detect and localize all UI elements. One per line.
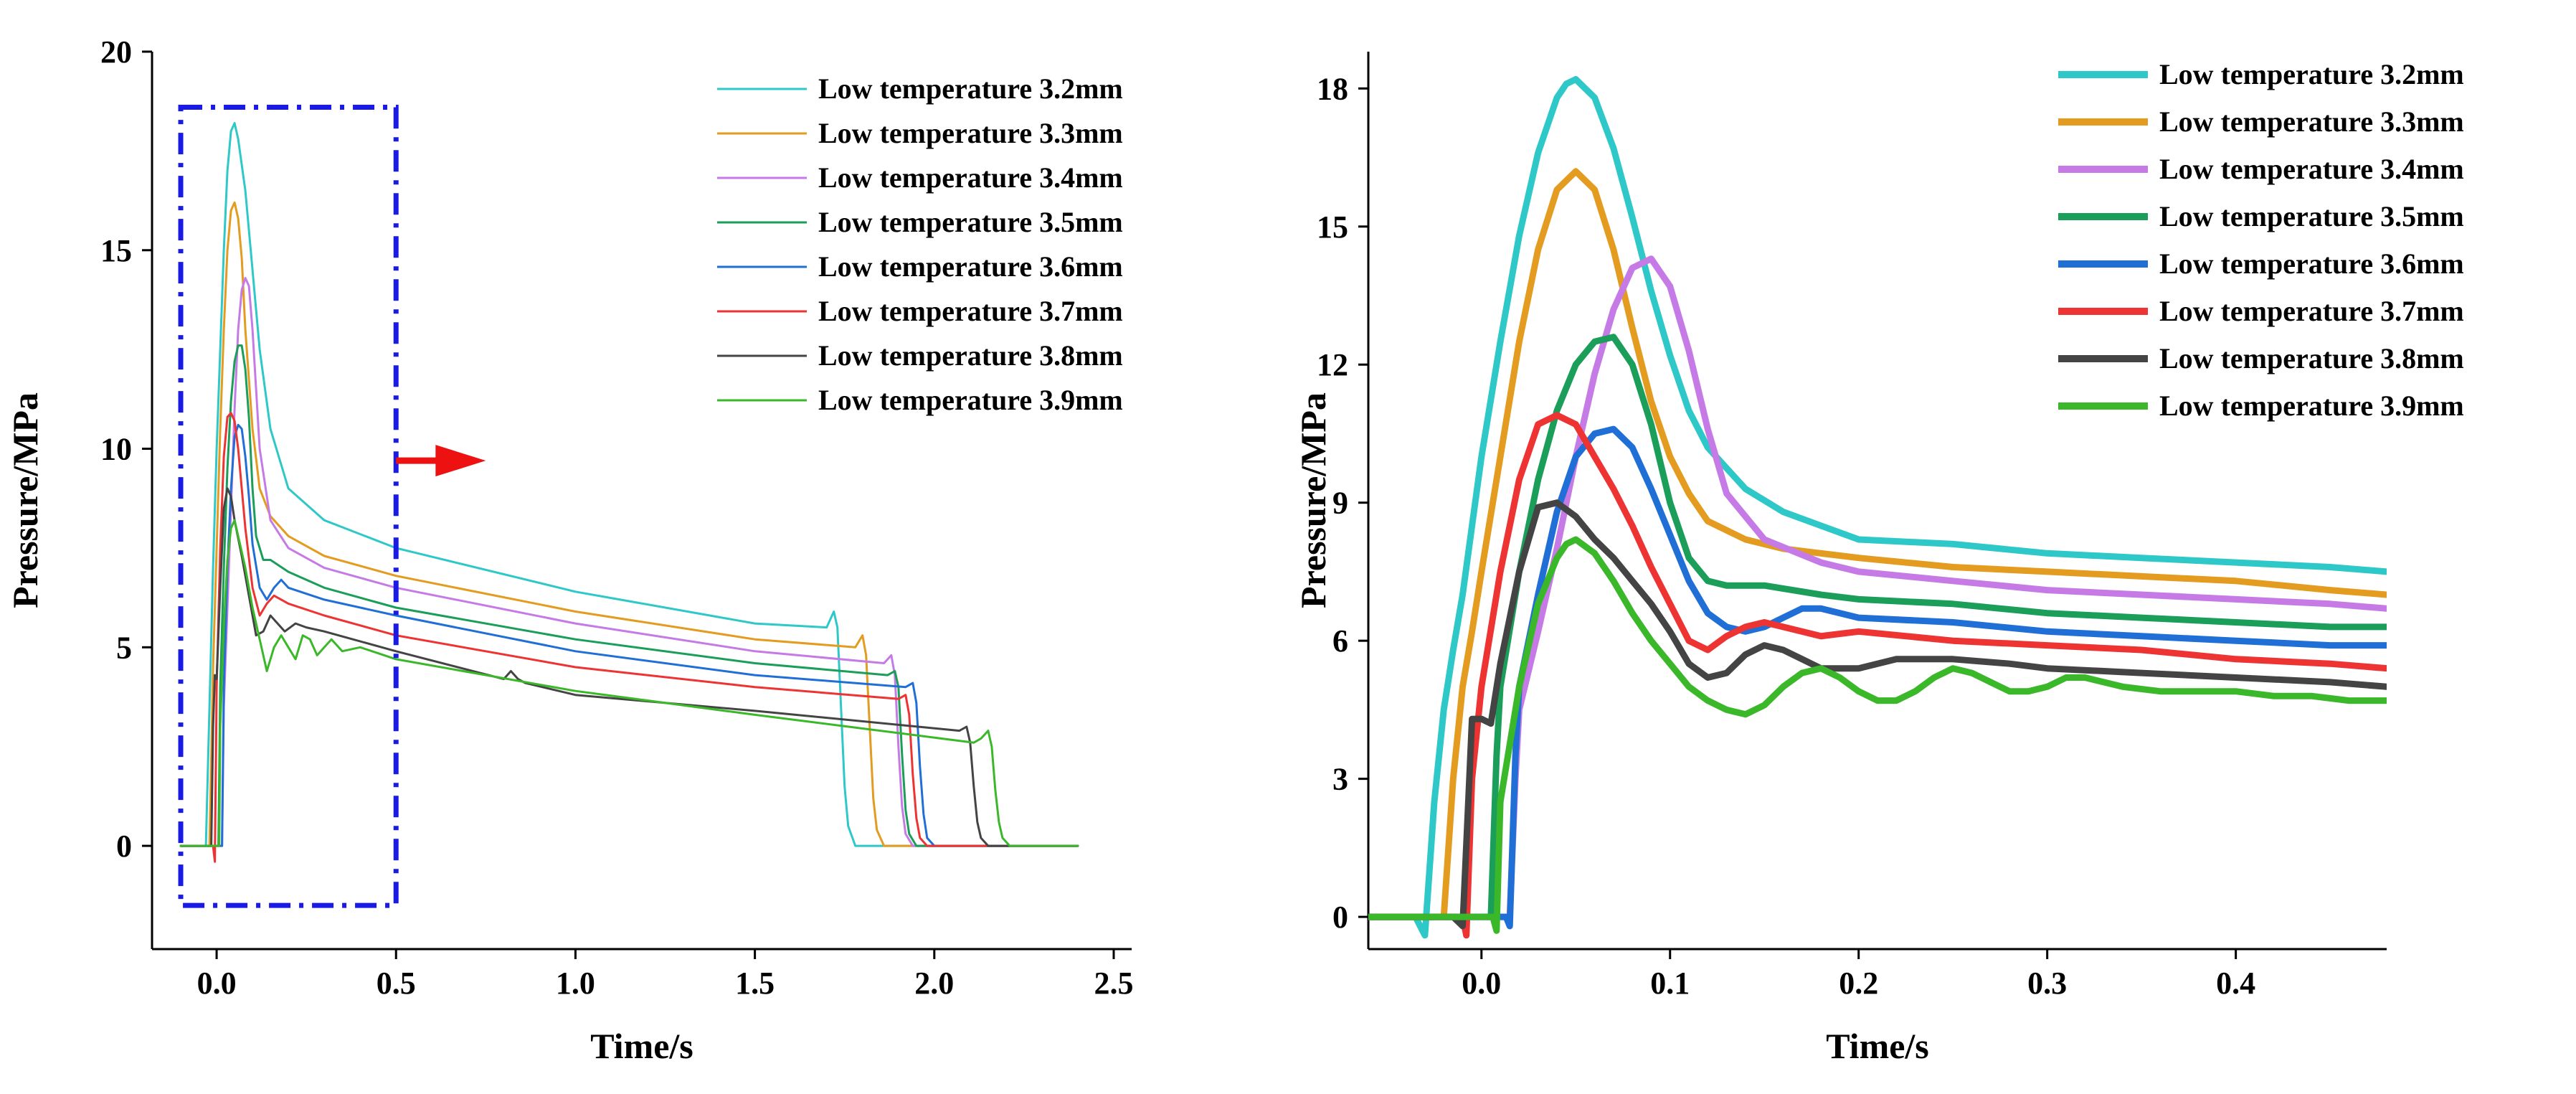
right-legend-label: Low temperature 3.9mm xyxy=(2159,390,2464,422)
left-x-tick-label: 1.5 xyxy=(735,966,775,1001)
right-x-tick-label: 0.0 xyxy=(1462,966,1501,1001)
left-x-tick-label: 2.5 xyxy=(1094,966,1133,1001)
left-x-tick-label: 1.0 xyxy=(556,966,595,1001)
right-series-line-5 xyxy=(1368,412,2387,939)
right-legend-label: Low temperature 3.7mm xyxy=(2159,295,2464,327)
right-x-axis-title: Time/s xyxy=(1826,1026,1929,1066)
right-x-tick-label: 0.3 xyxy=(2027,966,2067,1001)
left-y-tick-label: 5 xyxy=(116,630,132,665)
left-series-line-2 xyxy=(179,277,1079,847)
left-series-line-0 xyxy=(179,122,1079,847)
left-legend-label: Low temperature 3.8mm xyxy=(818,339,1123,372)
left-legend-label: Low temperature 3.4mm xyxy=(818,161,1123,194)
right-y-tick-label: 9 xyxy=(1332,486,1348,521)
right-series-line-3 xyxy=(1368,334,2387,920)
left-plot-area xyxy=(179,122,1079,863)
zoom-region-box xyxy=(178,104,399,908)
left-y-tick-label: 15 xyxy=(100,233,132,268)
right-legend-label: Low temperature 3.8mm xyxy=(2159,342,2464,374)
right-x-tick-label: 0.1 xyxy=(1650,966,1690,1001)
right-plot-area xyxy=(1368,76,2387,939)
left-legend-label: Low temperature 3.9mm xyxy=(818,384,1123,416)
right-legend-label: Low temperature 3.5mm xyxy=(2159,200,2464,232)
zoom-arrow-head xyxy=(435,445,486,477)
right-legend-label: Low temperature 3.4mm xyxy=(2159,153,2464,185)
right-legend-label: Low temperature 3.2mm xyxy=(2159,58,2464,90)
left-x-tick-label: 2.0 xyxy=(914,966,954,1001)
right-legend: Low temperature 3.2mm Low temperature 3.3… xyxy=(2058,58,2464,422)
right-legend-label: Low temperature 3.3mm xyxy=(2159,105,2464,138)
right-y-axis-title: Pressure/MPa xyxy=(1293,392,1333,608)
right-panel-chart: 0.0 0.1 0.2 0.3 0.4 0 3 6 9 12 15 18 Time/s Pressure/… xyxy=(1293,52,2464,1066)
right-x-tick-label: 0.4 xyxy=(2216,966,2255,1001)
left-legend-label: Low temperature 3.6mm xyxy=(818,250,1123,283)
left-series-line-3 xyxy=(179,344,1079,847)
left-legend: Low temperature 3.2mm Low temperature 3.3… xyxy=(717,72,1123,416)
left-series-line-7 xyxy=(179,519,1079,847)
right-legend-label: Low temperature 3.6mm xyxy=(2159,247,2464,280)
right-x-tick-label: 0.2 xyxy=(1839,966,1878,1001)
right-y-tick-label: 6 xyxy=(1332,623,1348,659)
right-series-line-6 xyxy=(1368,499,2387,930)
left-x-axis-title: Time/s xyxy=(590,1026,693,1066)
right-y-tick-label: 0 xyxy=(1332,900,1348,935)
right-series-line-1 xyxy=(1368,168,2387,920)
left-legend-label: Low temperature 3.3mm xyxy=(818,117,1123,149)
right-series-line-7 xyxy=(1368,536,2387,934)
right-y-tick-label: 18 xyxy=(1317,71,1348,106)
right-y-tick-label: 3 xyxy=(1332,762,1348,797)
left-legend-label: Low temperature 3.7mm xyxy=(818,295,1123,327)
left-legend-label: Low temperature 3.5mm xyxy=(818,206,1123,238)
right-y-tick-label: 12 xyxy=(1317,347,1348,382)
left-panel-chart: 0.0 0.5 1.0 1.5 2.0 2.5 0 5 10 15 20 Time/s Pressure… xyxy=(5,34,1133,1066)
left-legend-label: Low temperature 3.2mm xyxy=(818,72,1123,105)
left-x-tick-label: 0.5 xyxy=(377,966,416,1001)
right-y-tick-label: 15 xyxy=(1317,209,1348,245)
left-y-tick-label: 10 xyxy=(100,432,132,467)
left-y-tick-label: 20 xyxy=(100,34,132,70)
left-series-line-4 xyxy=(179,423,1079,847)
left-y-axis-title: Pressure/MPa xyxy=(5,392,45,608)
right-series-line-0 xyxy=(1368,76,2387,939)
left-x-tick-label: 0.0 xyxy=(197,966,237,1001)
left-series-line-5 xyxy=(179,412,1079,863)
left-y-tick-label: 0 xyxy=(116,829,132,864)
left-series-line-6 xyxy=(179,487,1079,847)
